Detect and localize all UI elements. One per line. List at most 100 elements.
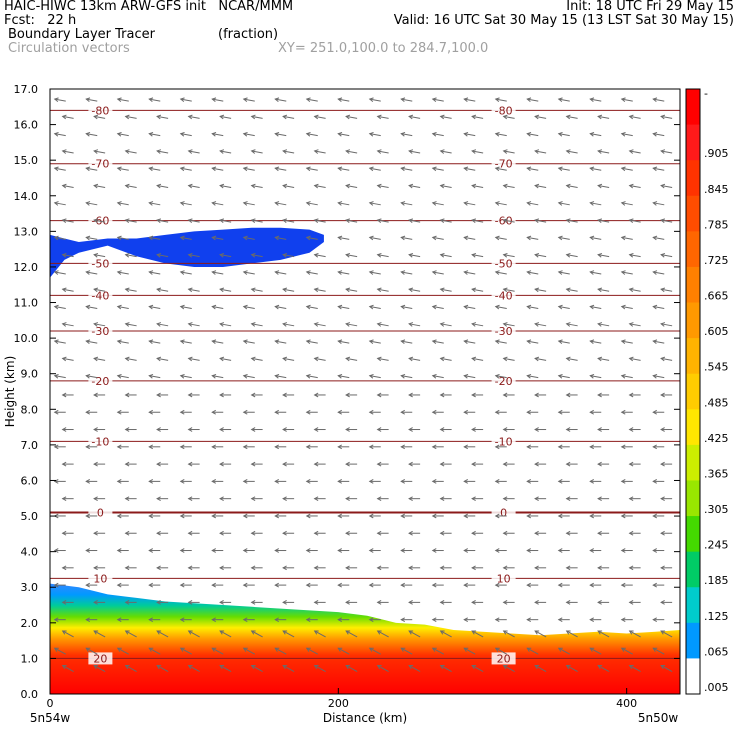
circulation-vector-head [211, 131, 217, 137]
circulation-vector [377, 630, 389, 638]
circulation-vector-head [534, 392, 539, 398]
circulation-vector [535, 219, 547, 223]
circulation-vector-head [589, 409, 595, 415]
circulation-vector-head [471, 600, 476, 605]
colorbar-label: .485 [704, 396, 729, 409]
circulation-vector [661, 254, 673, 258]
circulation-vector-head [400, 513, 406, 519]
upper-tracer-patch [50, 227, 324, 278]
circulation-vector-head [620, 582, 626, 588]
circulation-vector-head [376, 461, 382, 467]
circulation-vector-head [282, 287, 288, 293]
circulation-vector [653, 647, 665, 655]
circulation-vector-head [376, 665, 382, 670]
circulation-vector [598, 357, 610, 361]
circulation-vector [432, 167, 444, 171]
circulation-vector-head [502, 665, 508, 670]
circulation-vector-head [242, 339, 248, 345]
circulation-vector [94, 254, 106, 258]
circulation-vector [653, 202, 665, 206]
circulation-vector [157, 115, 169, 119]
circulation-vector-head [124, 665, 130, 670]
circulation-vector [346, 357, 358, 361]
circulation-vector [306, 202, 318, 206]
circulation-vector-head [313, 496, 319, 502]
x-axis-label: Distance (km) [323, 711, 407, 725]
circulation-vector [401, 375, 413, 379]
circulation-vector [527, 306, 539, 310]
circulation-vector-head [494, 479, 500, 484]
circulation-vector-head [219, 496, 224, 502]
circulation-vector-head [471, 218, 477, 224]
circulation-vector-head [526, 235, 532, 241]
circulation-vector [369, 167, 381, 171]
circulation-vector-head [565, 252, 571, 258]
circulation-vector-head [242, 131, 248, 137]
circulation-vector-head [250, 322, 256, 327]
circulation-vector-head [85, 444, 91, 450]
circulation-vector-head [376, 252, 382, 258]
circulation-vector [86, 647, 98, 655]
circulation-vector [338, 647, 350, 655]
circulation-vector-head [282, 496, 287, 502]
contour-label-bg [491, 157, 516, 170]
circulation-vector-head [337, 270, 343, 275]
circulation-vector-head [124, 183, 130, 189]
circulation-vector-head [274, 513, 280, 519]
circulation-vector-head [408, 252, 414, 258]
circulation-vector [243, 133, 255, 137]
circulation-vector-head [53, 647, 59, 652]
circulation-vector-head [187, 322, 193, 327]
circulation-vector-head [376, 600, 382, 605]
circulation-vector-head [93, 356, 99, 362]
circulation-vector [149, 167, 161, 171]
contour-label: -50 [495, 257, 513, 270]
circulation-vector-head [494, 409, 500, 415]
circulation-vector-head [148, 479, 154, 484]
circulation-vector-head [124, 322, 130, 327]
circulation-vector [86, 202, 98, 206]
colorbar-swatch [686, 444, 700, 481]
circulation-vector-head [85, 304, 91, 310]
y-tick-label: 2.0 [21, 617, 39, 630]
circulation-vector-head [85, 131, 91, 137]
circulation-vector-head [628, 392, 634, 398]
circulation-vector [251, 288, 263, 292]
circulation-vector-head [463, 339, 469, 345]
circulation-vector [86, 306, 98, 310]
circulation-vector [338, 271, 350, 275]
circulation-vector-head [628, 530, 634, 536]
y-tick-label: 11.0 [14, 297, 39, 310]
circulation-vector-head [61, 665, 67, 670]
circulation-vector [629, 288, 641, 292]
contour-label: 20 [93, 652, 107, 665]
colorbar-swatch [686, 658, 700, 695]
circulation-vector-head [652, 304, 658, 310]
circulation-vector [472, 185, 484, 189]
circulation-vector [275, 271, 287, 275]
circulation-vector [377, 357, 389, 361]
circulation-vector-head [250, 461, 256, 467]
circulation-vector-head [61, 630, 67, 635]
circulation-vector-head [431, 373, 437, 379]
circulation-vector-head [124, 530, 130, 536]
circulation-vector-head [179, 409, 185, 415]
circulation-vector [401, 133, 413, 137]
circulation-vector-head [368, 166, 374, 172]
circulation-vector-head [345, 287, 351, 293]
circulation-vector-head [211, 409, 217, 415]
circulation-vector-head [116, 166, 122, 172]
circulation-vector [621, 271, 633, 275]
circulation-vector-head [148, 201, 154, 206]
circulation-vector [464, 133, 476, 137]
circulation-vector-head [116, 409, 122, 415]
circulation-vector [149, 375, 161, 379]
circulation-vector-head [345, 565, 350, 571]
circulation-vector [440, 665, 452, 672]
circulation-vector [503, 115, 515, 119]
circulation-vector [409, 323, 421, 327]
circulation-vector-head [526, 166, 532, 172]
y-tick-label: 7.0 [21, 439, 39, 452]
contour-label: -50 [91, 257, 109, 270]
circulation-vector-head [156, 630, 162, 635]
